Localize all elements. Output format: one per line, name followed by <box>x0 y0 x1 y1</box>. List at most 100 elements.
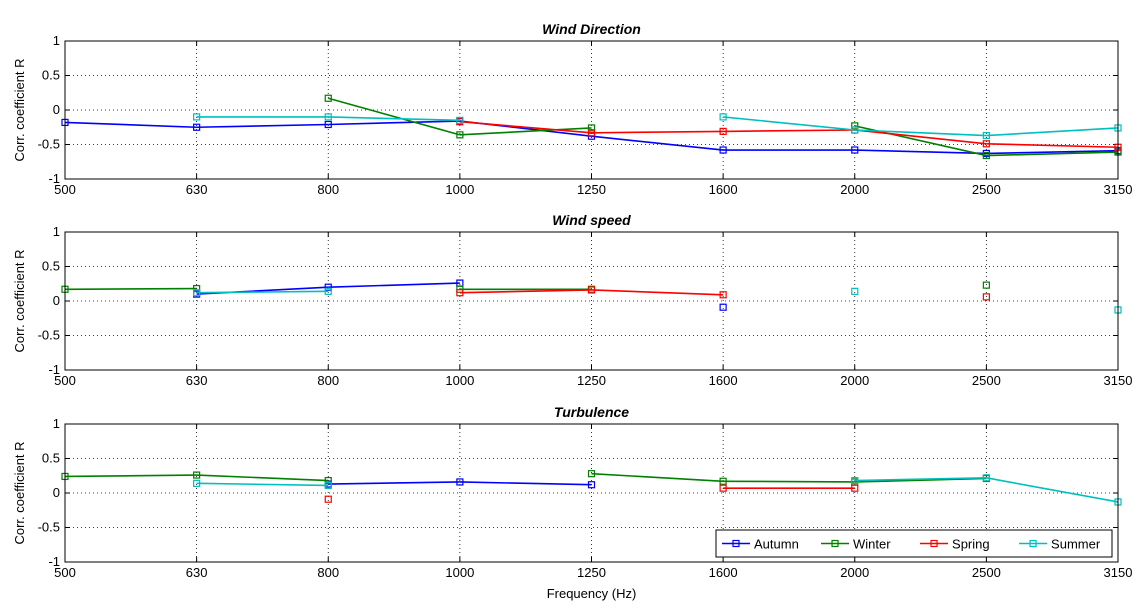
y-tick-label: 1 <box>53 416 60 431</box>
data-point <box>719 477 727 485</box>
x-tick-label: 1250 <box>577 565 606 580</box>
data-point <box>324 495 332 503</box>
series-line-segment <box>459 289 592 294</box>
axes-frame <box>64 423 1119 563</box>
series-line-segment <box>64 287 197 291</box>
legend-marker <box>831 539 839 548</box>
data-point <box>851 122 859 130</box>
series-line-segment <box>854 149 987 155</box>
data-point <box>851 126 859 134</box>
y-tick-label: -0.5 <box>38 137 60 152</box>
data-point <box>324 481 332 490</box>
series-line-segment <box>328 481 460 485</box>
y-axis-label: Corr. coefficient R <box>12 441 27 544</box>
y-tick-label: 0 <box>53 293 60 308</box>
data-point <box>587 481 596 489</box>
y-axis-label: Corr. coefficient R <box>12 249 27 352</box>
series-line-segment <box>328 282 460 288</box>
data-point <box>324 94 332 102</box>
data-point <box>982 151 990 160</box>
legend-label: Spring <box>952 537 990 552</box>
data-point <box>193 284 201 293</box>
data-point <box>719 127 727 135</box>
x-tick-label: 1000 <box>445 565 474 580</box>
y-tick-label: 0.5 <box>42 68 60 83</box>
data-point <box>587 470 596 478</box>
data-point <box>851 484 859 492</box>
y-tick-label: -1 <box>48 171 60 186</box>
data-point <box>193 479 201 487</box>
x-tick-label: 1600 <box>709 182 738 197</box>
data-point <box>719 291 727 299</box>
legend-marker <box>732 539 740 548</box>
data-point <box>982 474 990 482</box>
x-tick-label: 2500 <box>972 182 1001 197</box>
data-point <box>719 484 727 492</box>
series-line-segment <box>986 143 1119 149</box>
legend-entry-summer: Summer <box>1019 537 1101 552</box>
series-line-segment <box>459 481 592 486</box>
series-line-segment <box>196 290 329 294</box>
series-line-segment <box>196 474 329 482</box>
y-tick-label: -0.5 <box>38 520 60 535</box>
series-line-segment <box>328 116 460 122</box>
y-tick-label: -1 <box>48 554 60 569</box>
x-tick-label: 630 <box>186 182 208 197</box>
subplot-3: 500 630 800 1000 1250 1600 2000 2500 3150 -1 -0.5 0… <box>12 404 1132 601</box>
y-tick-label: 0.5 <box>42 259 60 274</box>
series-line-segment <box>459 127 592 136</box>
legend-label: Summer <box>1051 537 1101 552</box>
data-point <box>193 123 201 131</box>
data-point <box>851 476 859 485</box>
series-line-segment <box>591 472 724 483</box>
data-point <box>456 289 464 297</box>
data-point <box>719 113 727 121</box>
data-point <box>324 476 332 485</box>
data-point <box>456 131 464 139</box>
x-tick-label: 3150 <box>1104 373 1133 388</box>
x-tick-label: 2500 <box>972 373 1001 388</box>
y-tick-label: 1 <box>53 224 60 239</box>
x-tick-label: 1000 <box>445 182 474 197</box>
data-point <box>982 131 990 140</box>
series-line-segment <box>723 129 855 133</box>
x-tick-label: 1000 <box>445 373 474 388</box>
data-point <box>719 303 727 311</box>
data-point <box>193 471 201 479</box>
series-line-segment <box>723 116 855 131</box>
data-point <box>193 289 201 297</box>
data-point <box>324 283 332 291</box>
data-point <box>851 287 859 295</box>
x-axis-label: Frequency (Hz) <box>547 586 637 601</box>
x-tick-label: 1250 <box>577 373 606 388</box>
data-point <box>456 116 464 124</box>
data-point <box>324 120 332 129</box>
data-point <box>719 146 727 154</box>
series-spring <box>456 286 990 301</box>
data-point <box>587 124 596 132</box>
series-line-segment <box>854 477 987 482</box>
x-tick-label: 3150 <box>1104 565 1133 580</box>
x-tick-label: 2000 <box>840 373 869 388</box>
series-line-segment <box>459 120 592 134</box>
data-point <box>982 140 990 148</box>
chart-title: Wind Direction <box>542 21 641 37</box>
x-tick-label: 500 <box>54 373 76 388</box>
y-axis-label: Corr. coefficient R <box>12 58 27 161</box>
series-line-segment <box>196 482 329 487</box>
legend-entry-winter: Winter <box>821 537 891 552</box>
x-tick-label: 2500 <box>972 565 1001 580</box>
series-line-segment <box>328 97 461 136</box>
series-line-segment <box>591 135 724 151</box>
series-line-segment <box>854 477 987 483</box>
legend-marker <box>1029 539 1037 548</box>
series-line-segment <box>986 477 1119 503</box>
data-point <box>324 113 332 121</box>
series-summer <box>193 113 1122 140</box>
series-line-segment <box>64 474 197 478</box>
series-line-segment <box>986 127 1119 137</box>
data-point <box>587 286 596 294</box>
series-line-segment <box>328 120 460 126</box>
